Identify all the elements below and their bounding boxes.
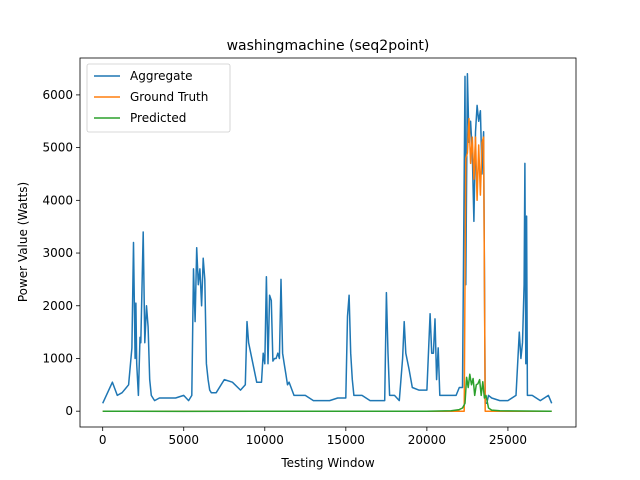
legend-label: Predicted — [130, 111, 186, 125]
chart-title: washingmachine (seq2point) — [227, 38, 430, 54]
x-tick-label: 25000 — [489, 433, 527, 447]
y-tick-label: 4000 — [42, 193, 73, 207]
y-tick-label: 0 — [65, 404, 73, 418]
y-axis-ticks: 0 1000 2000 3000 4000 5000 6000 — [42, 88, 80, 418]
series-line-2 — [102, 117, 552, 412]
x-tick-label: 0 — [99, 433, 107, 447]
legend-label: Ground Truth — [130, 90, 208, 104]
y-tick-label: 5000 — [42, 141, 73, 155]
legend: Aggregate Ground Truth Predicted — [86, 63, 231, 133]
x-tick-label: 15000 — [327, 433, 365, 447]
legend-label: Aggregate — [130, 69, 193, 83]
y-tick-label: 6000 — [42, 88, 73, 102]
legend-box — [86, 63, 231, 133]
x-axis-ticks: 0 5000 10000 15000 20000 25000 — [99, 427, 527, 447]
series-line-3 — [102, 373, 552, 413]
series-line-1 — [102, 73, 553, 405]
x-axis-label: Testing Window — [280, 456, 375, 470]
plot-frame — [79, 57, 577, 428]
y-tick-label: 3000 — [42, 246, 73, 260]
x-tick-label: 20000 — [408, 433, 446, 447]
x-tick-label: 10000 — [246, 433, 284, 447]
y-tick-label: 1000 — [42, 351, 73, 365]
x-tick-label: 5000 — [168, 433, 199, 447]
y-tick-label: 2000 — [42, 299, 73, 313]
series-layer — [102, 73, 553, 413]
y-axis-label: Power Value (Watts) — [16, 182, 30, 302]
